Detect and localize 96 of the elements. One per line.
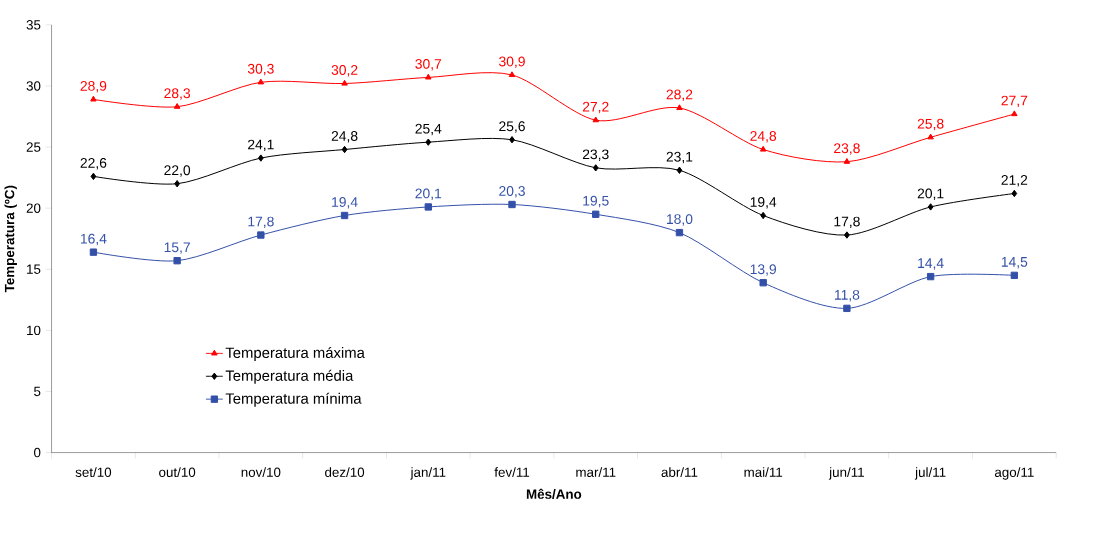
- data-label: 20,1: [415, 188, 442, 200]
- data-label: 14,4: [918, 258, 944, 270]
- point: [1011, 110, 1018, 117]
- y-tick-label: 20: [26, 203, 41, 213]
- data-label: 22,6: [80, 157, 107, 170]
- data-label: 20,1: [917, 188, 944, 200]
- data-label: 27,7: [1001, 95, 1028, 108]
- data-label: 27,2: [582, 101, 609, 114]
- x-tick-label: jan/11: [410, 467, 446, 480]
- data-label: 24,8: [750, 131, 777, 143]
- x-tick-label: nov/10: [241, 467, 281, 477]
- point: [675, 228, 684, 237]
- data-label: 30,2: [331, 65, 358, 77]
- point: [676, 166, 683, 174]
- data-label: 17,8: [248, 216, 274, 229]
- data-label: 21,2: [1001, 175, 1028, 187]
- point: [425, 138, 432, 146]
- point: [843, 157, 851, 164]
- y-tick-label: 10: [27, 325, 41, 336]
- point: [257, 154, 264, 162]
- legend-label: Temperatura mínima: [225, 392, 362, 407]
- data-label: 30,3: [247, 63, 274, 76]
- x-tick-label: out/10: [159, 467, 196, 477]
- point: [341, 79, 348, 86]
- point: [676, 104, 683, 110]
- x-tick-label: mar/11: [576, 467, 616, 477]
- data-label: 24,1: [248, 139, 274, 152]
- y-tick-label: 15: [27, 264, 41, 274]
- data-label: 28,3: [164, 88, 191, 100]
- legend-label: Temperatura média: [225, 369, 354, 384]
- point: [174, 179, 181, 188]
- x-axis-title: Mês/Ano: [526, 488, 582, 499]
- data-label: 23,3: [582, 149, 609, 161]
- data-label: 13,9: [750, 264, 777, 276]
- data-label: 30,9: [499, 56, 525, 68]
- point: [1010, 271, 1018, 279]
- point: [592, 210, 600, 218]
- legend-label: Temperatura máxima: [225, 346, 365, 361]
- data-label: 11,8: [834, 289, 860, 302]
- data-label: 19,5: [583, 195, 609, 208]
- data-label: 14,5: [1001, 257, 1028, 269]
- point: [927, 203, 934, 211]
- point: [508, 71, 516, 77]
- x-tick-label: ago/11: [994, 467, 1034, 480]
- data-label: 25,8: [917, 118, 944, 131]
- data-label: 17,8: [834, 216, 860, 229]
- point: [90, 172, 97, 180]
- data-label: 25,4: [415, 123, 442, 136]
- data-label: 19,4: [332, 197, 358, 209]
- point: [425, 73, 432, 80]
- point: [926, 272, 935, 281]
- point: [173, 256, 181, 265]
- x-tick-label: set/10: [75, 467, 112, 477]
- point: [759, 145, 767, 152]
- x-tick-label: fev/11: [494, 467, 530, 477]
- point: [843, 304, 851, 312]
- data-label: 30,7: [415, 58, 442, 71]
- data-label: 25,6: [499, 121, 525, 133]
- point: [424, 203, 432, 211]
- y-tick-label: 35: [26, 20, 41, 30]
- point: [844, 231, 850, 239]
- data-label: 20,3: [499, 186, 525, 198]
- y-tick-label: 5: [34, 386, 41, 397]
- x-tick-label: jul/11: [914, 467, 946, 480]
- point: [340, 211, 349, 220]
- y-tick-label: 25: [26, 142, 41, 152]
- y-axis-title: Temperatura (ºC): [4, 185, 17, 293]
- data-label: 16,4: [80, 233, 107, 246]
- x-tick-label: mai/11: [744, 467, 783, 477]
- data-label: 23,1: [666, 151, 693, 164]
- point: [257, 78, 265, 85]
- x-tick-label: dez/10: [325, 467, 365, 477]
- point: [90, 95, 97, 102]
- point: [760, 211, 767, 220]
- point: [341, 145, 348, 154]
- data-label: 19,4: [750, 197, 777, 209]
- point: [759, 278, 767, 287]
- x-tick-label: abr/11: [661, 467, 698, 477]
- x-tick-label: jun/11: [828, 467, 864, 480]
- y-tick-label: 0: [34, 447, 41, 458]
- point: [1011, 189, 1018, 198]
- point: [927, 133, 934, 140]
- point: [592, 116, 599, 123]
- data-label: 15,7: [164, 242, 190, 254]
- data-label: 28,9: [80, 80, 107, 93]
- point: [592, 164, 599, 172]
- data-label: 22,0: [164, 165, 191, 177]
- data-label: 28,2: [666, 89, 693, 101]
- point: [173, 103, 181, 109]
- y-tick-label: 30: [26, 81, 41, 91]
- point: [508, 200, 516, 209]
- data-label: 18,0: [667, 214, 693, 226]
- point: [257, 231, 265, 239]
- point: [89, 248, 98, 256]
- data-label: 23,8: [834, 143, 860, 155]
- data-label: 24,8: [331, 131, 358, 143]
